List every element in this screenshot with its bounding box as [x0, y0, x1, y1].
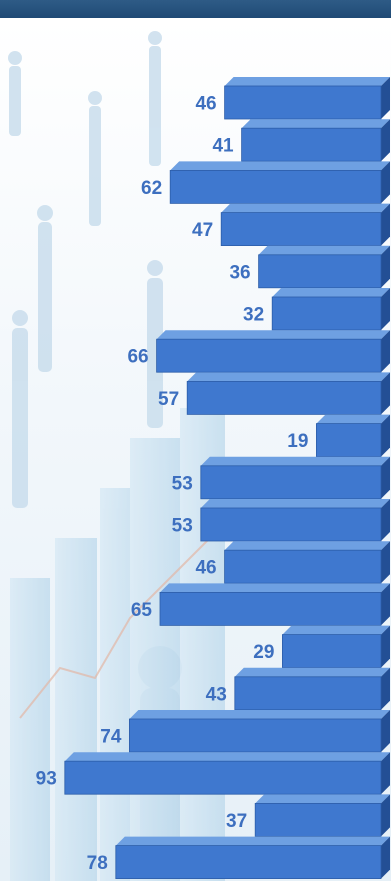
bar-front-face [281, 634, 382, 668]
bar-value-label: 62 [141, 178, 162, 199]
bar-side-face [381, 499, 390, 541]
bar-value-label: 74 [100, 727, 122, 748]
bar-top-face [282, 625, 390, 635]
bar-value-label: 43 [206, 684, 227, 705]
bar-value-label: 66 [127, 347, 148, 368]
bar-front-face [271, 296, 382, 331]
bar-value-label: 53 [172, 516, 193, 537]
bar-top-face [221, 203, 390, 213]
bar-front-face [254, 803, 382, 837]
bar-side-face [381, 203, 390, 246]
bar-front-face [224, 85, 382, 120]
bar-value-label: 47 [192, 220, 213, 241]
bar [234, 667, 390, 711]
bar-top-face [200, 456, 390, 466]
bar-front-face [220, 212, 382, 247]
bar-side-face [381, 836, 390, 879]
bar-top-face [255, 794, 390, 804]
bar-side-face [381, 288, 390, 330]
bar-front-face [258, 254, 382, 289]
bar-side-face [381, 372, 390, 415]
bar-top-face [64, 752, 391, 762]
bar [315, 414, 390, 458]
bar [64, 752, 391, 795]
bar-side-face [381, 77, 390, 119]
bar-side-face [381, 752, 390, 795]
bar-value-label: 41 [212, 136, 234, 157]
bar-side-face [381, 625, 390, 668]
bar-side-face [381, 119, 390, 162]
bar-top-face [224, 541, 390, 551]
bar [271, 288, 390, 331]
bar-side-face [381, 161, 390, 204]
bar-value-label: 32 [243, 305, 264, 326]
bar [128, 710, 390, 753]
bar [159, 583, 390, 626]
bar-front-face [234, 676, 382, 711]
bar-front-face [169, 169, 382, 204]
bar-top-face [258, 245, 390, 255]
bar-side-face [381, 667, 390, 710]
bar-top-face [129, 710, 390, 719]
bar-value-label: 53 [172, 473, 193, 494]
bar [241, 119, 390, 162]
bar-front-face [159, 592, 382, 626]
bar-value-label: 46 [195, 94, 216, 115]
bar-top-face [115, 836, 391, 846]
bar-front-face [128, 718, 382, 753]
bars-group [64, 77, 391, 879]
bar-top-face [156, 330, 390, 340]
bar-value-label: 57 [158, 389, 179, 410]
bar [220, 203, 390, 247]
bar-side-face [381, 794, 390, 837]
bar-side-face [381, 583, 390, 626]
bar-front-face [315, 423, 382, 458]
bar-side-face [381, 330, 390, 373]
bar-front-face [224, 549, 382, 584]
bar [258, 245, 390, 289]
bar [186, 372, 390, 415]
bar [281, 625, 390, 668]
bar [224, 77, 390, 120]
bar-top-face [224, 77, 390, 86]
bar-value-label: 37 [226, 811, 247, 832]
bar-side-face [381, 456, 390, 499]
bar-side-face [381, 541, 390, 584]
bar [200, 456, 390, 500]
bar-value-label: 65 [131, 600, 153, 621]
bar [156, 330, 390, 373]
bar-top-face [200, 499, 390, 508]
bar-top-face [241, 119, 390, 129]
bar-front-face [186, 380, 382, 415]
header-bar [0, 0, 391, 18]
bar-top-face [234, 667, 390, 677]
bar-value-label: 93 [36, 769, 57, 790]
bar-front-face [156, 338, 382, 373]
bar-top-face [160, 583, 390, 593]
bar [224, 541, 390, 584]
bar [169, 161, 390, 204]
bar-top-face [187, 372, 390, 382]
bar-side-face [381, 245, 390, 288]
bar [254, 794, 390, 837]
bar [200, 499, 390, 542]
bar-value-label: 29 [253, 642, 274, 663]
bar-value-label: 78 [87, 853, 108, 874]
bar-front-face [115, 845, 382, 879]
bar-front-face [64, 760, 382, 795]
bar-top-face [170, 161, 390, 171]
bar-value-label: 46 [195, 558, 216, 579]
bar-value-label: 19 [287, 431, 308, 452]
bar-front-face [200, 507, 382, 542]
bar [115, 836, 391, 879]
bar-value-label: 36 [229, 262, 250, 283]
bar-side-face [381, 710, 390, 752]
bar-side-face [381, 414, 390, 457]
bar-front-face [241, 127, 382, 162]
bar-front-face [200, 465, 382, 500]
bar-top-face [316, 414, 390, 424]
bar-top-face [272, 288, 390, 297]
